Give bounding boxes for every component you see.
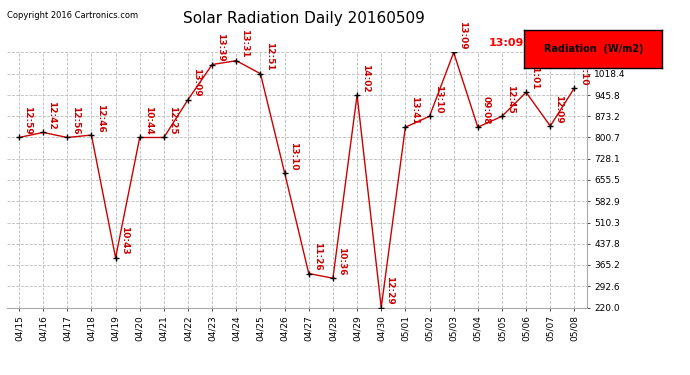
Text: 13:09: 13:09 xyxy=(458,21,467,50)
Text: 14:02: 14:02 xyxy=(362,64,371,92)
Text: 12:09: 12:09 xyxy=(555,94,564,123)
Text: 13:09: 13:09 xyxy=(489,38,524,48)
Text: 13:10: 13:10 xyxy=(289,141,298,170)
Text: Solar Radiation Daily 20160509: Solar Radiation Daily 20160509 xyxy=(183,11,424,26)
Text: 09:08: 09:08 xyxy=(482,96,491,124)
Text: 13:41: 13:41 xyxy=(410,96,419,124)
Text: 12:29: 12:29 xyxy=(386,276,395,305)
Text: 12:59: 12:59 xyxy=(23,106,32,135)
Text: 13:10: 13:10 xyxy=(579,57,588,85)
Text: 12:25: 12:25 xyxy=(168,106,177,135)
Text: 12:51: 12:51 xyxy=(265,42,274,71)
Text: 10:36: 10:36 xyxy=(337,247,346,276)
Text: 11:26: 11:26 xyxy=(313,242,322,271)
Text: 13:31: 13:31 xyxy=(241,29,250,58)
Text: 11:01: 11:01 xyxy=(531,61,540,90)
Text: 13:09: 13:09 xyxy=(193,68,201,97)
Text: 12:42: 12:42 xyxy=(48,101,57,130)
Text: Copyright 2016 Cartronics.com: Copyright 2016 Cartronics.com xyxy=(7,11,138,20)
Text: Radiation  (W/m2): Radiation (W/m2) xyxy=(544,44,643,54)
Text: 13:10: 13:10 xyxy=(434,85,443,114)
Text: 12:46: 12:46 xyxy=(96,104,105,132)
Text: 10:43: 10:43 xyxy=(120,226,129,255)
Text: 10:44: 10:44 xyxy=(144,106,153,135)
Text: 13:39: 13:39 xyxy=(217,33,226,62)
Text: 12:45: 12:45 xyxy=(506,85,515,114)
Text: 12:56: 12:56 xyxy=(72,106,81,135)
